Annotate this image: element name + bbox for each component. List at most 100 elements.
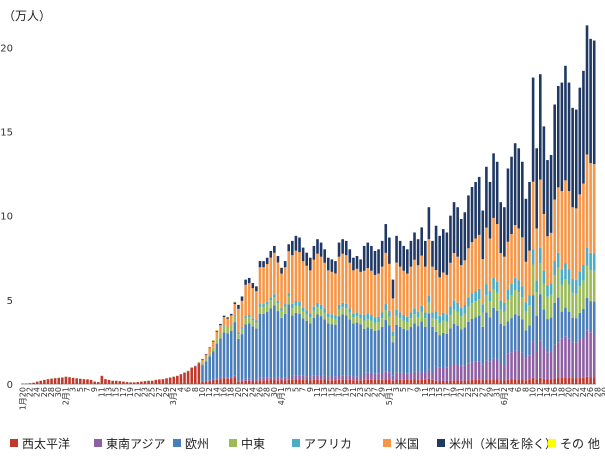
bar-segment xyxy=(165,378,168,384)
x-tick-label: 17 xyxy=(335,387,344,397)
bar-segment xyxy=(438,381,441,384)
bar-segment xyxy=(316,375,319,380)
bar-segment xyxy=(416,265,420,312)
bar-segment xyxy=(201,365,204,382)
bar-segment xyxy=(262,313,265,378)
bar-segment xyxy=(449,328,452,366)
bar-segment xyxy=(370,320,373,329)
bar-segment xyxy=(280,380,283,384)
bar-segment xyxy=(262,377,265,381)
bar-segment xyxy=(100,376,104,384)
unit-label: （万人） xyxy=(3,9,51,23)
x-tick-label: 18 xyxy=(557,387,566,397)
x-tick-label: 10 xyxy=(529,387,538,397)
bar-segment xyxy=(449,314,452,329)
bar-segment xyxy=(402,320,406,329)
bar-segment xyxy=(567,311,571,339)
bar-segment xyxy=(398,240,402,267)
bar-segment xyxy=(226,318,229,328)
bar-segment xyxy=(251,380,255,384)
bar-segment xyxy=(111,380,114,384)
bar-segment xyxy=(219,379,222,384)
bar-segment xyxy=(445,380,449,384)
bar-segment xyxy=(136,382,140,384)
bar-segment xyxy=(326,317,330,324)
bar-segment xyxy=(477,361,481,380)
x-tick-label: 27 xyxy=(155,387,164,397)
bar-segment xyxy=(373,250,377,275)
x-tick-label: 9 xyxy=(306,387,315,392)
bar-segment xyxy=(298,306,301,314)
bar-segment xyxy=(445,321,449,334)
bar-segment xyxy=(291,315,294,376)
bar-segment xyxy=(273,377,276,380)
bar-segment xyxy=(319,242,323,257)
bar-segment xyxy=(409,372,413,380)
bar-segment xyxy=(237,380,240,382)
bar-segment xyxy=(330,259,334,272)
bar-segment xyxy=(337,304,341,310)
bar-segment xyxy=(459,365,463,381)
bar-segment xyxy=(531,295,535,342)
bar-segment xyxy=(244,279,247,285)
bar-segment xyxy=(201,359,204,360)
bar-segment xyxy=(424,318,427,327)
bar-segment xyxy=(226,378,229,384)
y-axis: 0 5 10 15 20 xyxy=(0,43,596,391)
bar-segment xyxy=(380,266,384,313)
bar-segment xyxy=(463,212,467,261)
bar-segment xyxy=(452,323,456,364)
x-tick-label: 8 xyxy=(191,387,200,392)
bar-segment xyxy=(240,381,244,384)
bar-segment xyxy=(416,372,420,380)
bar-segment xyxy=(359,317,362,325)
bar-segment xyxy=(309,323,312,377)
x-tick-label: 9 xyxy=(414,387,423,392)
bar-segment xyxy=(416,326,420,373)
bar-segment xyxy=(449,215,452,263)
bar-segment xyxy=(237,381,240,384)
bar-segment xyxy=(495,379,499,384)
bar-segment xyxy=(513,350,517,380)
bar-segment xyxy=(456,380,459,384)
bar-segment xyxy=(539,74,542,180)
bar-segment xyxy=(585,330,589,377)
bar-segment xyxy=(506,379,510,384)
bar-segment xyxy=(452,300,456,310)
bar-segment xyxy=(380,240,384,267)
bar-segment xyxy=(373,380,377,384)
bar-segment xyxy=(477,379,481,384)
bar-segment xyxy=(309,270,312,314)
bar-segment xyxy=(474,361,477,380)
bar-segment xyxy=(556,297,560,343)
bar-segment xyxy=(578,194,582,272)
bar-segment xyxy=(413,371,416,380)
bar-segment xyxy=(64,376,68,384)
bar-segment xyxy=(531,249,535,265)
bar-segment xyxy=(513,278,517,291)
bar-segment xyxy=(229,376,233,379)
x-tick-label: 30 xyxy=(54,387,63,397)
y-tick-label: 0 xyxy=(7,380,13,391)
x-tick-label: 21 xyxy=(133,387,142,397)
bar-segment xyxy=(118,381,122,384)
bar-segment xyxy=(262,306,265,314)
bar-segment xyxy=(201,381,204,384)
bar-segment xyxy=(348,319,352,376)
bar-segment xyxy=(384,224,388,253)
bar-segment xyxy=(517,315,521,351)
bar-segment xyxy=(316,239,319,254)
bar-segment xyxy=(427,369,431,379)
bar-segment xyxy=(574,378,578,384)
x-tick-label: 21 xyxy=(349,387,358,397)
bar-segment xyxy=(488,379,492,384)
bar-segment xyxy=(488,301,492,318)
bar-segment xyxy=(319,375,323,380)
bar-segment xyxy=(424,372,427,380)
bar-segment xyxy=(402,372,406,380)
bar-segment xyxy=(309,380,312,384)
bar-segment xyxy=(528,355,531,380)
bar-segment xyxy=(337,256,341,305)
bar-segment xyxy=(28,383,32,384)
bar-segment xyxy=(589,377,592,384)
